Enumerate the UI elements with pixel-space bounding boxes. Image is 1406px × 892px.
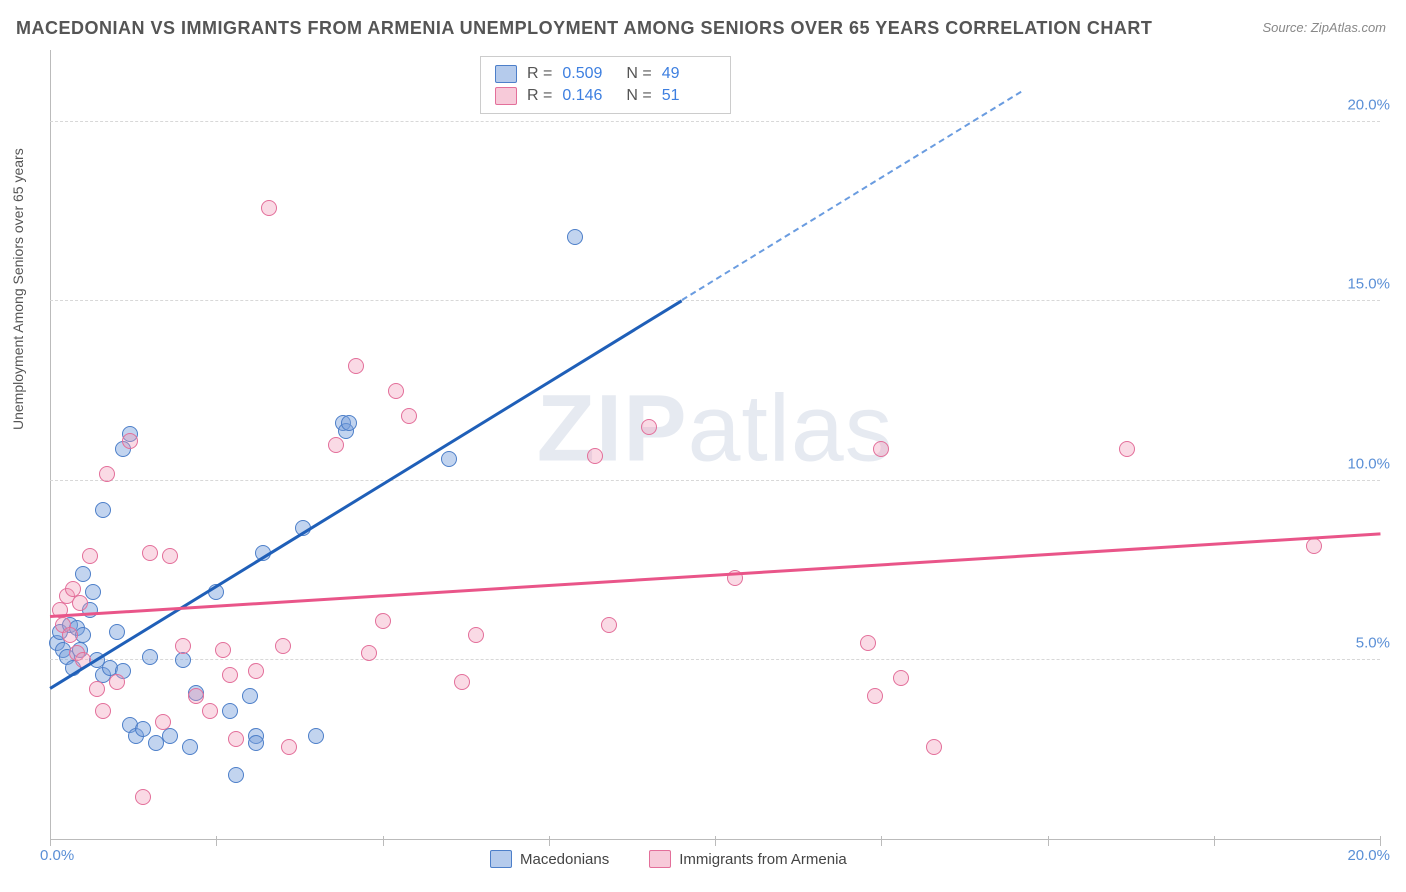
scatter-point: [893, 670, 909, 686]
y-axis-label: Unemployment Among Seniors over 65 years: [10, 148, 26, 430]
scatter-point: [85, 584, 101, 600]
swatch-pink: [649, 850, 671, 868]
ytick-label: 15.0%: [1347, 276, 1390, 293]
xtick: [1048, 836, 1049, 846]
scatter-point: [142, 545, 158, 561]
swatch-pink: [495, 87, 517, 105]
scatter-point: [454, 674, 470, 690]
scatter-point: [215, 642, 231, 658]
scatter-point: [441, 451, 457, 467]
swatch-blue: [495, 65, 517, 83]
xtick: [549, 836, 550, 846]
xtick: [881, 836, 882, 846]
xtick: [50, 836, 51, 846]
scatter-point: [182, 739, 198, 755]
scatter-point: [867, 688, 883, 704]
swatch-blue: [490, 850, 512, 868]
scatter-point: [95, 703, 111, 719]
xtick: [1380, 836, 1381, 846]
scatter-point: [926, 739, 942, 755]
scatter-point: [135, 721, 151, 737]
legend-item-macedonians: Macedonians: [490, 850, 609, 868]
scatter-point: [75, 566, 91, 582]
scatter-point: [162, 728, 178, 744]
ytick-label: 5.0%: [1356, 635, 1390, 652]
scatter-point: [601, 617, 617, 633]
scatter-point: [109, 674, 125, 690]
grid-line: [50, 121, 1380, 122]
scatter-point: [175, 652, 191, 668]
scatter-point: [142, 649, 158, 665]
grid-line: [50, 659, 1380, 660]
scatter-point: [468, 627, 484, 643]
stats-row-macedonians: R = 0.509 N = 49: [495, 63, 716, 85]
scatter-point: [348, 358, 364, 374]
x-origin-label: 0.0%: [40, 847, 74, 864]
scatter-point: [401, 408, 417, 424]
scatter-point: [261, 200, 277, 216]
scatter-point: [228, 731, 244, 747]
xtick: [715, 836, 716, 846]
scatter-point: [873, 441, 889, 457]
scatter-point: [587, 448, 603, 464]
xtick: [1214, 836, 1215, 846]
legend-item-armenia: Immigrants from Armenia: [649, 850, 847, 868]
scatter-point: [162, 548, 178, 564]
xtick: [216, 836, 217, 846]
scatter-point: [135, 789, 151, 805]
scatter-point: [109, 624, 125, 640]
plot-area: ZIPatlas 5.0%10.0%15.0%20.0% 0.0% 20.0% …: [50, 50, 1380, 840]
scatter-point: [361, 645, 377, 661]
scatter-point: [248, 735, 264, 751]
scatter-point: [188, 688, 204, 704]
scatter-point: [202, 703, 218, 719]
source-label: Source: ZipAtlas.com: [1262, 20, 1386, 35]
xtick: [383, 836, 384, 846]
scatter-point: [1119, 441, 1135, 457]
scatter-point: [375, 613, 391, 629]
scatter-point: [275, 638, 291, 654]
chart-title: MACEDONIAN VS IMMIGRANTS FROM ARMENIA UN…: [16, 18, 1152, 39]
scatter-point: [641, 419, 657, 435]
trend-line: [681, 91, 1021, 301]
bottom-legend: Macedonians Immigrants from Armenia: [490, 850, 847, 868]
scatter-point: [281, 739, 297, 755]
trend-line: [50, 532, 1380, 617]
scatter-point: [62, 627, 78, 643]
scatter-point: [222, 667, 238, 683]
scatter-point: [122, 433, 138, 449]
scatter-point: [248, 663, 264, 679]
scatter-point: [155, 714, 171, 730]
scatter-point: [308, 728, 324, 744]
scatter-point: [99, 466, 115, 482]
scatter-point: [89, 681, 105, 697]
ytick-label: 20.0%: [1347, 96, 1390, 113]
stats-box: R = 0.509 N = 49 R = 0.146 N = 51: [480, 56, 731, 114]
scatter-point: [388, 383, 404, 399]
scatter-point: [860, 635, 876, 651]
trend-line: [49, 299, 682, 689]
scatter-point: [82, 548, 98, 564]
scatter-point: [1306, 538, 1322, 554]
scatter-point: [222, 703, 238, 719]
grid-line: [50, 300, 1380, 301]
x-max-label: 20.0%: [1347, 847, 1390, 864]
scatter-point: [341, 415, 357, 431]
ytick-label: 10.0%: [1347, 455, 1390, 472]
scatter-point: [95, 502, 111, 518]
scatter-point: [175, 638, 191, 654]
y-axis: [50, 50, 51, 840]
scatter-point: [328, 437, 344, 453]
stats-row-armenia: R = 0.146 N = 51: [495, 85, 716, 107]
scatter-point: [228, 767, 244, 783]
scatter-point: [242, 688, 258, 704]
watermark: ZIPatlas: [537, 375, 893, 484]
scatter-point: [72, 595, 88, 611]
scatter-point: [567, 229, 583, 245]
grid-line: [50, 480, 1380, 481]
